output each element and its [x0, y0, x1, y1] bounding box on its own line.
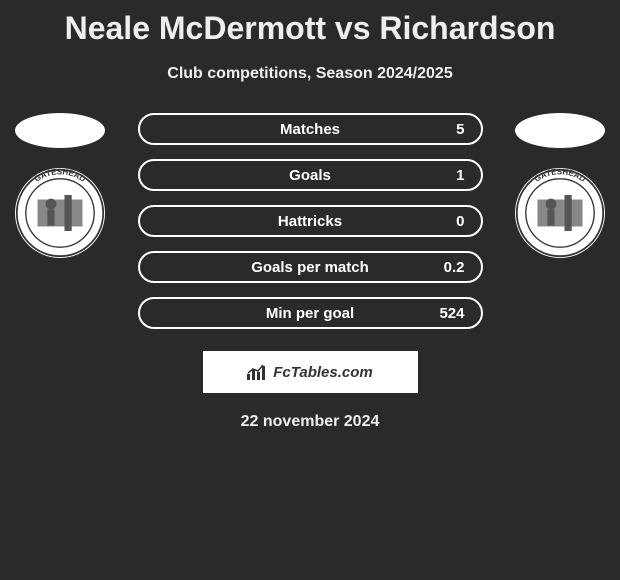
brand-text: FcTables.com	[273, 364, 372, 381]
stat-row-goals-per-match: Goals per match 0.2	[138, 251, 483, 283]
stat-row-matches: Matches 5	[138, 113, 483, 145]
player-avatar-left	[15, 113, 105, 148]
stat-label: Min per goal	[266, 305, 354, 322]
footer-date: 22 november 2024	[0, 413, 620, 431]
club-badge-right: GATESHEAD	[515, 168, 605, 258]
player-avatar-right	[515, 113, 605, 148]
gateshead-badge-icon: GATESHEAD	[15, 168, 105, 258]
comparison-area: GATESHEAD GATESHEAD Matches 5 Goals 1	[0, 113, 620, 431]
stat-row-goals: Goals 1	[138, 159, 483, 191]
bar-chart-icon	[247, 364, 267, 380]
stat-value-right: 5	[456, 121, 464, 138]
club-badge-left: GATESHEAD	[15, 168, 105, 258]
page-subtitle: Club competitions, Season 2024/2025	[0, 65, 620, 83]
stat-value-right: 0	[456, 213, 464, 230]
stats-list: Matches 5 Goals 1 Hattricks 0 Goals per …	[138, 113, 483, 329]
stat-row-min-per-goal: Min per goal 524	[138, 297, 483, 329]
stat-value-right: 524	[439, 305, 464, 322]
gateshead-badge-icon: GATESHEAD	[515, 168, 605, 258]
stat-row-hattricks: Hattricks 0	[138, 205, 483, 237]
stat-label: Goals	[289, 167, 331, 184]
stat-value-right: 0.2	[444, 259, 465, 276]
stat-label: Goals per match	[251, 259, 369, 276]
brand-box[interactable]: FcTables.com	[203, 351, 418, 393]
stat-label: Matches	[280, 121, 340, 138]
stat-label: Hattricks	[278, 213, 342, 230]
page-title: Neale McDermott vs Richardson	[0, 0, 620, 47]
stat-value-right: 1	[456, 167, 464, 184]
